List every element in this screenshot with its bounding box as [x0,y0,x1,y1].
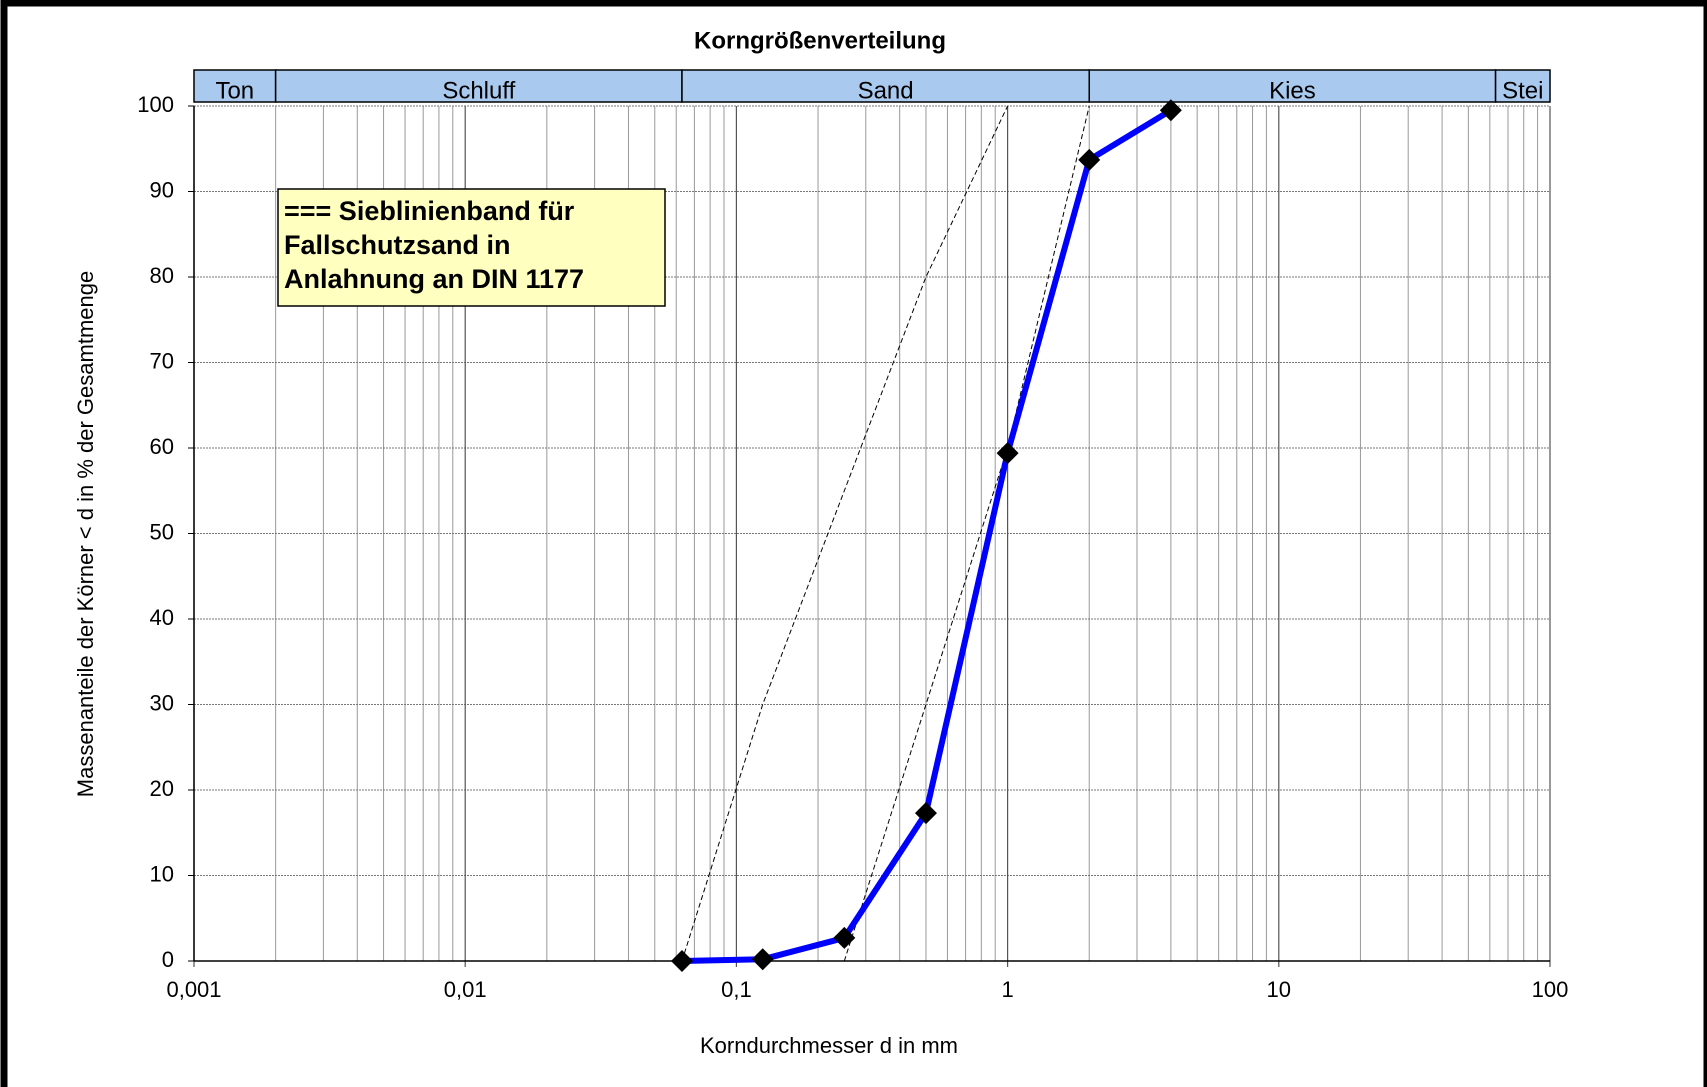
y-tick-label: 100 [137,92,174,117]
soil-band [193,69,277,103]
y-tick-label: 60 [150,434,174,459]
x-tick-label: 0,1 [721,977,752,1002]
data-point [751,948,774,971]
x-tick-label: 10 [1267,977,1291,1002]
x-tick-label: 0,01 [444,977,487,1002]
soil-band [274,69,683,103]
x-tick-label: 100 [1532,977,1569,1002]
x-axis-label: Korndurchmesser d in mm [700,1033,958,1058]
y-tick-label: 80 [150,263,174,288]
data-point [914,802,937,825]
annotation-text: Fallschutzsand in [284,230,511,260]
y-axis-label: Massenanteile der Körner < d in % der Ge… [73,271,98,797]
y-tick-label: 30 [150,690,174,715]
soil-band [1088,69,1497,103]
y-tick-label: 20 [150,776,174,801]
soil-band-label: Schluff [442,77,515,104]
y-tick-label: 50 [150,519,174,544]
soil-band [681,69,1090,103]
annotation-text: Anlahnung an DIN 1177 [284,264,584,294]
soil-band-label: Ton [215,77,254,104]
y-tick-label: 70 [150,348,174,373]
annotation-box [277,188,666,307]
x-tick-label: 1 [1001,977,1013,1002]
band-limit-line [843,105,1090,962]
y-tick-label: 0 [162,947,174,972]
annotation-text: === Sieblinienband für [284,196,575,226]
data-point [996,442,1019,465]
band-limit-line [681,105,1009,962]
data-point [1078,148,1101,171]
soil-band-label: Kies [1269,77,1316,104]
data-point [1159,99,1182,122]
soil-band [1494,69,1551,103]
y-tick-label: 10 [150,861,174,886]
y-tick-label: 90 [150,177,174,202]
soil-band-label: Stei [1502,77,1543,104]
soil-band-label: Sand [858,77,914,104]
chart-title: Korngrößenverteilung [694,27,946,54]
data-point [670,950,693,972]
data-point [833,926,856,949]
y-tick-label: 40 [150,605,174,630]
x-tick-label: 0,001 [166,977,221,1002]
